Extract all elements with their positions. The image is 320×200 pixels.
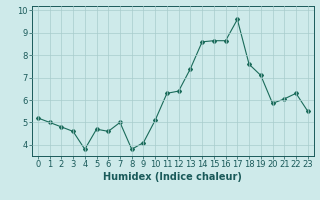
X-axis label: Humidex (Indice chaleur): Humidex (Indice chaleur) [103, 172, 242, 182]
